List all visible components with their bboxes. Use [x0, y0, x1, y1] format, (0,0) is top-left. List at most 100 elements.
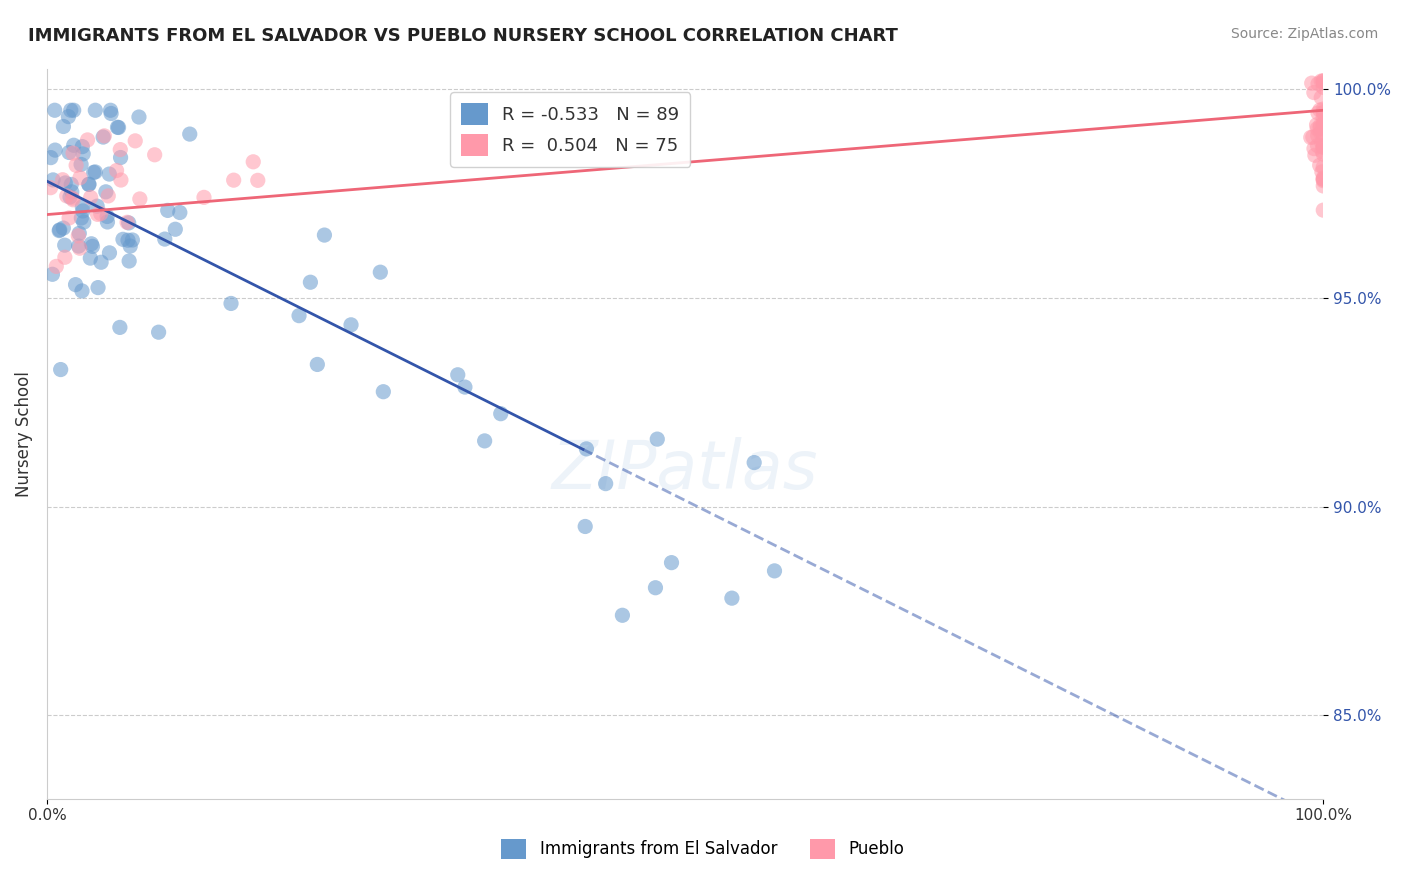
Immigrants from El Salvador [42, 173, 65, 187]
Pueblo [90, 207, 112, 221]
Immigrants from El Salvador [111, 232, 134, 246]
Immigrants from El Salvador [72, 203, 94, 218]
Legend: Immigrants from El Salvador, Pueblo: Immigrants from El Salvador, Pueblo [495, 832, 911, 866]
Pueblo [110, 143, 132, 157]
Pueblo [1312, 105, 1334, 120]
Immigrants from El Salvador [77, 178, 100, 192]
Text: IMMIGRANTS FROM EL SALVADOR VS PUEBLO NURSERY SCHOOL CORRELATION CHART: IMMIGRANTS FROM EL SALVADOR VS PUEBLO NU… [28, 27, 898, 45]
Immigrants from El Salvador [53, 238, 76, 252]
Immigrants from El Salvador [489, 407, 512, 421]
Immigrants from El Salvador [70, 211, 93, 225]
Immigrants from El Salvador [447, 368, 470, 382]
Immigrants from El Salvador [645, 432, 668, 446]
Immigrants from El Salvador [373, 384, 395, 399]
Immigrants from El Salvador [721, 591, 744, 606]
Immigrants from El Salvador [288, 309, 311, 323]
Pueblo [1302, 130, 1324, 145]
Immigrants from El Salvador [94, 185, 117, 199]
Immigrants from El Salvador [742, 456, 765, 470]
Pueblo [1312, 118, 1334, 132]
Pueblo [55, 189, 77, 203]
Immigrants from El Salvador [67, 227, 90, 241]
Immigrants from El Salvador [72, 146, 94, 161]
Immigrants from El Salvador [73, 215, 96, 229]
Pueblo [1312, 172, 1334, 186]
Pueblo [62, 193, 84, 207]
Pueblo [1312, 127, 1334, 141]
Immigrants from El Salvador [84, 165, 107, 179]
Pueblo [115, 215, 138, 229]
Immigrants from El Salvador [60, 185, 83, 199]
Immigrants from El Salvador [153, 232, 176, 246]
Immigrants from El Salvador [72, 200, 94, 214]
Pueblo [222, 173, 245, 187]
Immigrants from El Salvador [165, 222, 187, 236]
Pueblo [1312, 74, 1334, 88]
Pueblo [69, 170, 91, 185]
Immigrants from El Salvador [117, 233, 139, 247]
Immigrants from El Salvador [90, 255, 112, 269]
Pueblo [193, 190, 215, 204]
Pueblo [1309, 103, 1331, 117]
Immigrants from El Salvador [763, 564, 786, 578]
Immigrants from El Salvador [107, 120, 129, 135]
Immigrants from El Salvador [59, 103, 82, 118]
Immigrants from El Salvador [44, 143, 66, 157]
Pueblo [76, 133, 98, 147]
Immigrants from El Salvador [121, 233, 143, 247]
Immigrants from El Salvador [39, 151, 62, 165]
Immigrants from El Salvador [52, 221, 75, 235]
Y-axis label: Nursery School: Nursery School [15, 371, 32, 497]
Immigrants from El Salvador [70, 157, 93, 171]
Immigrants from El Salvador [79, 251, 101, 265]
Immigrants from El Salvador [612, 608, 634, 623]
Immigrants from El Salvador [574, 519, 596, 533]
Immigrants from El Salvador [67, 239, 90, 253]
Immigrants from El Salvador [98, 245, 121, 260]
Immigrants from El Salvador [58, 110, 80, 124]
Pueblo [124, 134, 146, 148]
Pueblo [1309, 126, 1331, 140]
Immigrants from El Salvador [118, 216, 141, 230]
Pueblo [1312, 174, 1334, 188]
Pueblo [62, 191, 84, 205]
Pueblo [1312, 172, 1334, 186]
Pueblo [1312, 138, 1334, 153]
Pueblo [1310, 144, 1333, 158]
Pueblo [65, 158, 87, 172]
Pueblo [1312, 111, 1334, 125]
Pueblo [1312, 203, 1334, 218]
Pueblo [1306, 77, 1329, 91]
Immigrants from El Salvador [65, 277, 87, 292]
Pueblo [1310, 165, 1333, 179]
Legend: R = -0.533   N = 89, R =  0.504   N = 75: R = -0.533 N = 89, R = 0.504 N = 75 [450, 92, 690, 167]
Immigrants from El Salvador [110, 151, 132, 165]
Pueblo [246, 173, 269, 187]
Immigrants from El Salvador [86, 199, 108, 213]
Pueblo [1303, 142, 1326, 156]
Pueblo [1312, 147, 1334, 161]
Pueblo [1306, 121, 1329, 136]
Pueblo [1312, 170, 1334, 185]
Pueblo [39, 180, 62, 194]
Immigrants from El Salvador [299, 275, 322, 289]
Text: ZIPatlas: ZIPatlas [551, 437, 818, 503]
Pueblo [97, 189, 120, 203]
Immigrants from El Salvador [169, 205, 191, 219]
Pueblo [67, 228, 90, 243]
Pueblo [1306, 128, 1329, 143]
Immigrants from El Salvador [120, 239, 142, 253]
Immigrants from El Salvador [148, 325, 170, 339]
Pueblo [128, 192, 150, 206]
Immigrants from El Salvador [77, 178, 100, 192]
Pueblo [1312, 117, 1334, 131]
Immigrants from El Salvador [156, 203, 179, 218]
Immigrants from El Salvador [100, 103, 122, 118]
Pueblo [1310, 90, 1333, 104]
Immigrants from El Salvador [307, 358, 329, 372]
Immigrants from El Salvador [62, 103, 84, 118]
Pueblo [93, 128, 115, 143]
Immigrants from El Salvador [314, 228, 336, 243]
Immigrants from El Salvador [219, 296, 242, 310]
Pueblo [1309, 121, 1331, 136]
